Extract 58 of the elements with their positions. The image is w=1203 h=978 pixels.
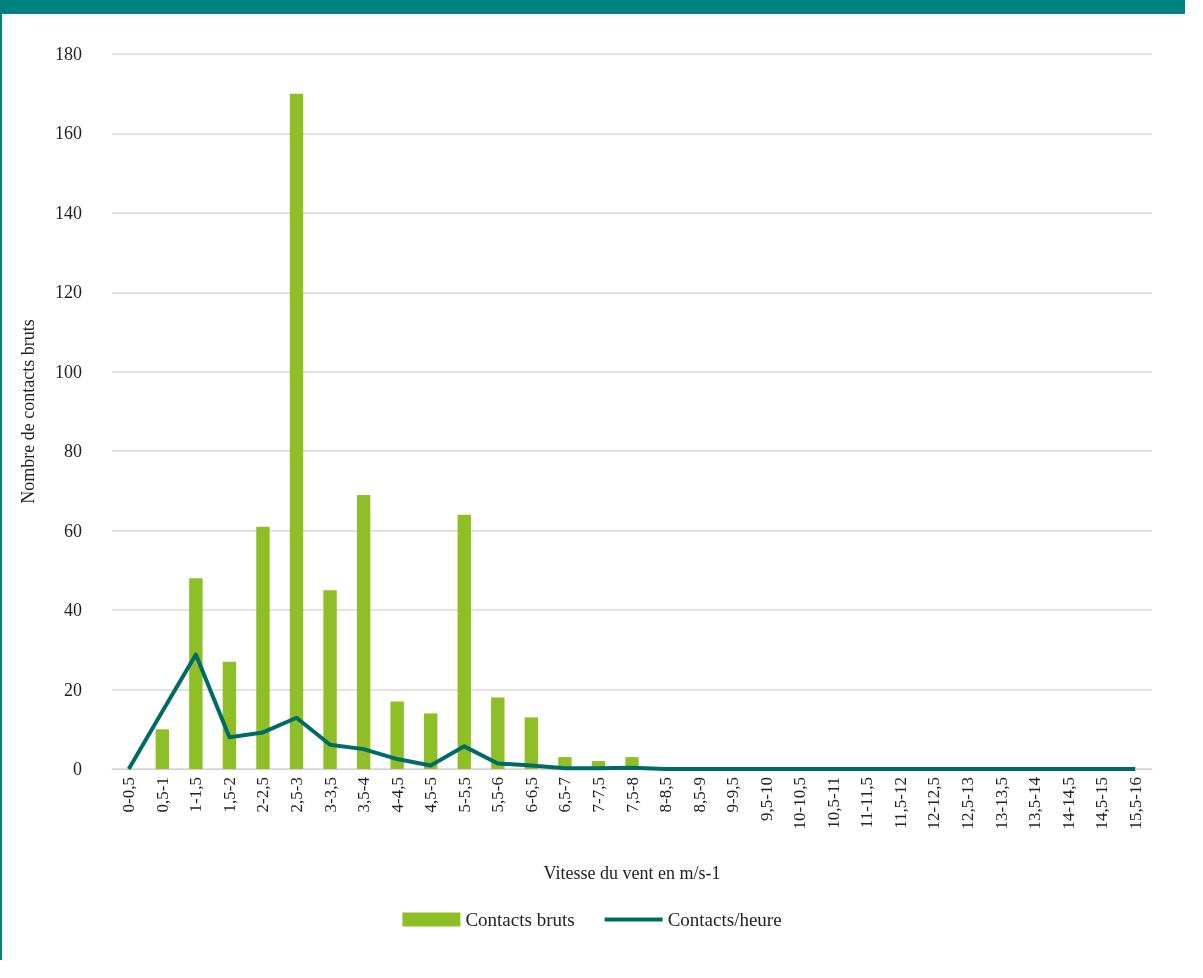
x-tick-label: 4,5-5 (421, 777, 441, 813)
x-tick-label: 6,5-7 (555, 776, 575, 813)
x-tick-label: 2,5-3 (287, 777, 307, 813)
y-tick-label: 140 (55, 202, 82, 223)
line-series (126, 652, 1138, 771)
x-tick-label: 7-7,5 (588, 777, 608, 813)
x-tick-label: 9-9,5 (723, 777, 743, 813)
bar (189, 578, 203, 769)
bar (323, 590, 337, 769)
x-tick-label: 10-10,5 (790, 777, 810, 830)
x-axis-title: Vitesse du vent en m/s-1 (543, 863, 721, 883)
x-tick-label: 8,5-9 (689, 777, 709, 813)
y-tick-label: 60 (64, 520, 82, 541)
y-axis-title: Nombre de contacts bruts (18, 319, 38, 504)
bar (356, 494, 371, 769)
x-tick-label: 8-8,5 (656, 777, 676, 813)
bar (289, 93, 304, 769)
x-tick-label: 11,5-12 (890, 777, 910, 829)
bar (524, 717, 539, 769)
y-tick-label: 160 (55, 123, 82, 144)
x-tick-label: 13-13,5 (991, 777, 1011, 830)
y-tick-label: 120 (55, 282, 82, 303)
bar (390, 701, 404, 769)
x-tick-label: 3-3,5 (320, 777, 340, 813)
x-tick-label: 15,5-16 (1125, 777, 1145, 830)
y-tick-label: 40 (64, 600, 82, 621)
x-tick-label: 6-6,5 (521, 777, 541, 813)
legend-label: Contacts/heure (667, 909, 782, 930)
bar (222, 661, 237, 769)
x-tick-label: 12,5-13 (957, 777, 977, 830)
y-tick-label: 180 (55, 44, 82, 64)
bar (491, 697, 505, 769)
x-tick-label: 5-5,5 (454, 777, 474, 813)
bar (155, 729, 170, 769)
x-tick-label: 10,5-11 (823, 777, 843, 829)
x-tick-label: 0-0,5 (119, 777, 139, 813)
x-tick-label: 14,5-15 (1092, 777, 1112, 830)
y-tick-label: 100 (55, 361, 82, 382)
y-tick-label: 20 (64, 679, 82, 700)
x-tick-label: 5,5-6 (488, 777, 508, 813)
x-tick-label: 3,5-4 (354, 776, 374, 813)
y-tick-label: 0 (73, 759, 82, 779)
x-tick-label: 12-12,5 (924, 777, 944, 830)
x-tick-label: 13,5-14 (1025, 776, 1045, 830)
y-tick-label: 80 (64, 441, 82, 462)
legend-label: Contacts bruts (465, 909, 575, 930)
x-tick-label: 1-1,5 (186, 777, 206, 813)
x-tick-label: 1,5-2 (219, 777, 239, 813)
x-tick-label: 9,5-10 (756, 777, 776, 821)
x-tick-label: 11-11,5 (857, 777, 877, 829)
x-tick-label: 14-14,5 (1058, 777, 1078, 830)
bar (256, 526, 270, 769)
x-tick-label: 0,5-1 (152, 777, 172, 813)
bar (457, 514, 471, 769)
bar (424, 713, 438, 769)
x-tick-label: 7,5-8 (622, 777, 642, 813)
x-tick-label: 2-2,5 (253, 777, 273, 813)
x-tick-label: 4-4,5 (387, 777, 407, 813)
